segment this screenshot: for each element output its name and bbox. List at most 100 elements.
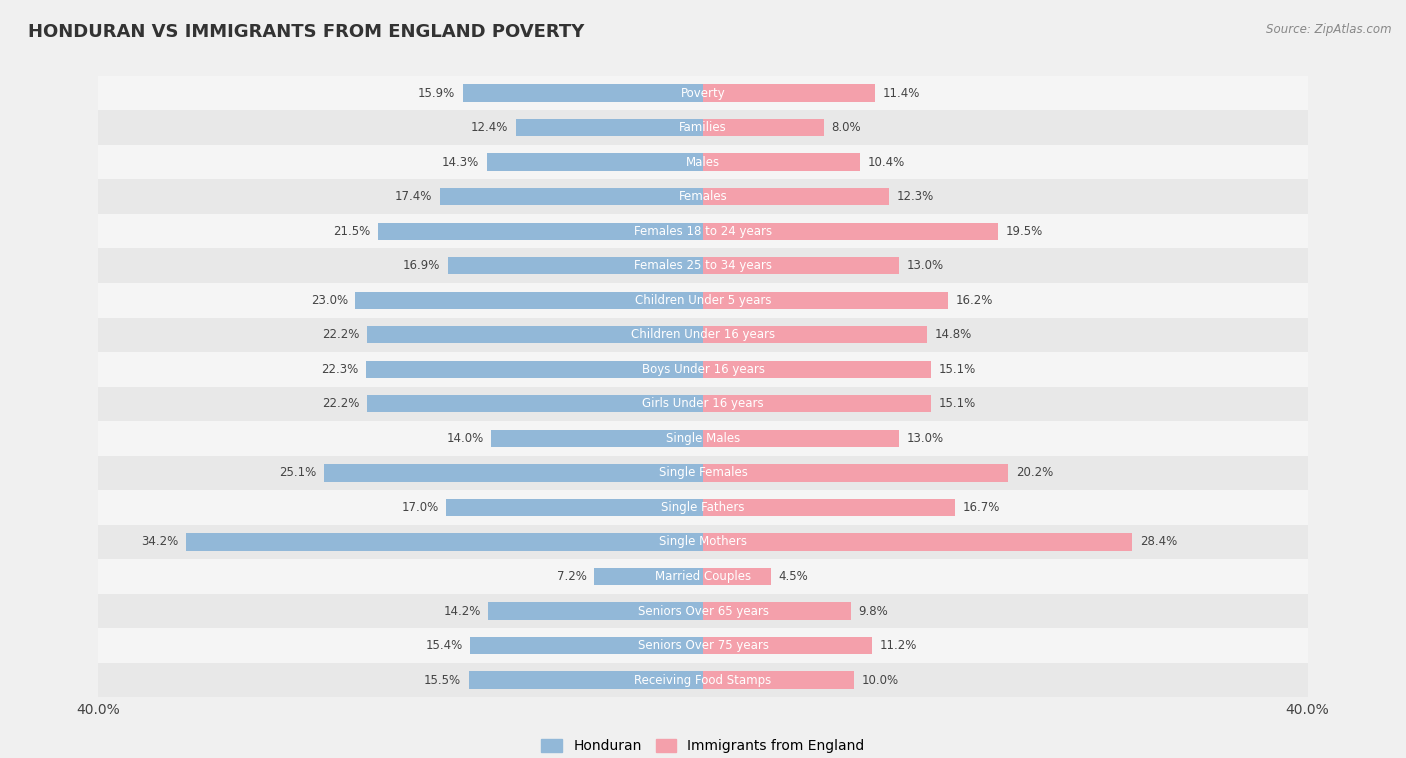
Bar: [703, 257, 900, 274]
Bar: [378, 223, 703, 240]
Bar: [703, 326, 927, 343]
Bar: [703, 534, 1132, 550]
Text: Females 18 to 24 years: Females 18 to 24 years: [634, 224, 772, 238]
Bar: [98, 283, 1308, 318]
Bar: [98, 180, 1308, 214]
Bar: [98, 525, 1308, 559]
Legend: Honduran, Immigrants from England: Honduran, Immigrants from England: [536, 734, 870, 758]
Bar: [98, 559, 1308, 594]
Text: 7.2%: 7.2%: [557, 570, 586, 583]
Text: Seniors Over 75 years: Seniors Over 75 years: [637, 639, 769, 652]
Text: 15.1%: 15.1%: [939, 397, 976, 410]
Text: 12.3%: 12.3%: [897, 190, 934, 203]
Text: Single Mothers: Single Mothers: [659, 535, 747, 549]
Bar: [486, 153, 703, 171]
Bar: [98, 111, 1308, 145]
Bar: [98, 662, 1308, 697]
Text: 11.4%: 11.4%: [883, 86, 921, 99]
Bar: [98, 76, 1308, 111]
Text: Poverty: Poverty: [681, 86, 725, 99]
Bar: [366, 361, 703, 378]
Text: 22.2%: 22.2%: [322, 397, 360, 410]
Bar: [703, 153, 860, 171]
Bar: [703, 637, 872, 654]
Bar: [98, 456, 1308, 490]
Text: Receiving Food Stamps: Receiving Food Stamps: [634, 674, 772, 687]
Text: 16.2%: 16.2%: [956, 294, 993, 307]
Text: Seniors Over 65 years: Seniors Over 65 years: [637, 605, 769, 618]
Text: 9.8%: 9.8%: [859, 605, 889, 618]
Bar: [440, 188, 703, 205]
Text: 4.5%: 4.5%: [779, 570, 808, 583]
Text: 34.2%: 34.2%: [141, 535, 179, 549]
Bar: [595, 568, 703, 585]
Text: 15.9%: 15.9%: [418, 86, 456, 99]
Text: 16.9%: 16.9%: [402, 259, 440, 272]
Text: 17.0%: 17.0%: [401, 501, 439, 514]
Text: 25.1%: 25.1%: [278, 466, 316, 479]
Text: 10.4%: 10.4%: [868, 155, 905, 168]
Text: 14.8%: 14.8%: [934, 328, 972, 341]
Bar: [703, 84, 876, 102]
Text: Married Couples: Married Couples: [655, 570, 751, 583]
Bar: [356, 292, 703, 309]
Bar: [446, 499, 703, 516]
Bar: [98, 214, 1308, 249]
Text: Females: Females: [679, 190, 727, 203]
Text: 22.2%: 22.2%: [322, 328, 360, 341]
Bar: [98, 249, 1308, 283]
Bar: [186, 534, 703, 550]
Text: Females 25 to 34 years: Females 25 to 34 years: [634, 259, 772, 272]
Bar: [367, 326, 703, 343]
Text: 14.2%: 14.2%: [443, 605, 481, 618]
Bar: [492, 430, 703, 447]
Text: 15.5%: 15.5%: [425, 674, 461, 687]
Bar: [703, 568, 770, 585]
Text: 13.0%: 13.0%: [907, 432, 945, 445]
Text: 13.0%: 13.0%: [907, 259, 945, 272]
Text: 11.2%: 11.2%: [880, 639, 917, 652]
Text: 15.4%: 15.4%: [426, 639, 463, 652]
Bar: [447, 257, 703, 274]
Bar: [703, 223, 998, 240]
Text: 21.5%: 21.5%: [333, 224, 371, 238]
Text: 14.3%: 14.3%: [441, 155, 479, 168]
Bar: [703, 672, 855, 689]
Text: Single Males: Single Males: [666, 432, 740, 445]
Bar: [98, 628, 1308, 662]
Text: Males: Males: [686, 155, 720, 168]
Text: 19.5%: 19.5%: [1005, 224, 1042, 238]
Text: Source: ZipAtlas.com: Source: ZipAtlas.com: [1267, 23, 1392, 36]
Bar: [98, 387, 1308, 421]
Text: 23.0%: 23.0%: [311, 294, 347, 307]
Bar: [98, 594, 1308, 628]
Bar: [703, 603, 851, 620]
Text: 10.0%: 10.0%: [862, 674, 898, 687]
Text: 17.4%: 17.4%: [395, 190, 433, 203]
Bar: [703, 361, 931, 378]
Bar: [323, 464, 703, 481]
Text: 12.4%: 12.4%: [471, 121, 508, 134]
Text: 28.4%: 28.4%: [1140, 535, 1177, 549]
Text: 20.2%: 20.2%: [1017, 466, 1053, 479]
Text: 16.7%: 16.7%: [963, 501, 1000, 514]
Bar: [98, 490, 1308, 525]
Text: 14.0%: 14.0%: [447, 432, 484, 445]
Text: Children Under 5 years: Children Under 5 years: [634, 294, 772, 307]
Bar: [98, 145, 1308, 180]
Text: Boys Under 16 years: Boys Under 16 years: [641, 363, 765, 376]
Bar: [367, 395, 703, 412]
Bar: [703, 499, 956, 516]
Text: Single Fathers: Single Fathers: [661, 501, 745, 514]
Bar: [703, 430, 900, 447]
Text: 22.3%: 22.3%: [321, 363, 359, 376]
Bar: [703, 119, 824, 136]
Bar: [488, 603, 703, 620]
Bar: [516, 119, 703, 136]
Text: 8.0%: 8.0%: [831, 121, 860, 134]
Text: Single Females: Single Females: [658, 466, 748, 479]
Bar: [98, 421, 1308, 456]
Text: HONDURAN VS IMMIGRANTS FROM ENGLAND POVERTY: HONDURAN VS IMMIGRANTS FROM ENGLAND POVE…: [28, 23, 585, 41]
Bar: [703, 188, 889, 205]
Bar: [703, 464, 1008, 481]
